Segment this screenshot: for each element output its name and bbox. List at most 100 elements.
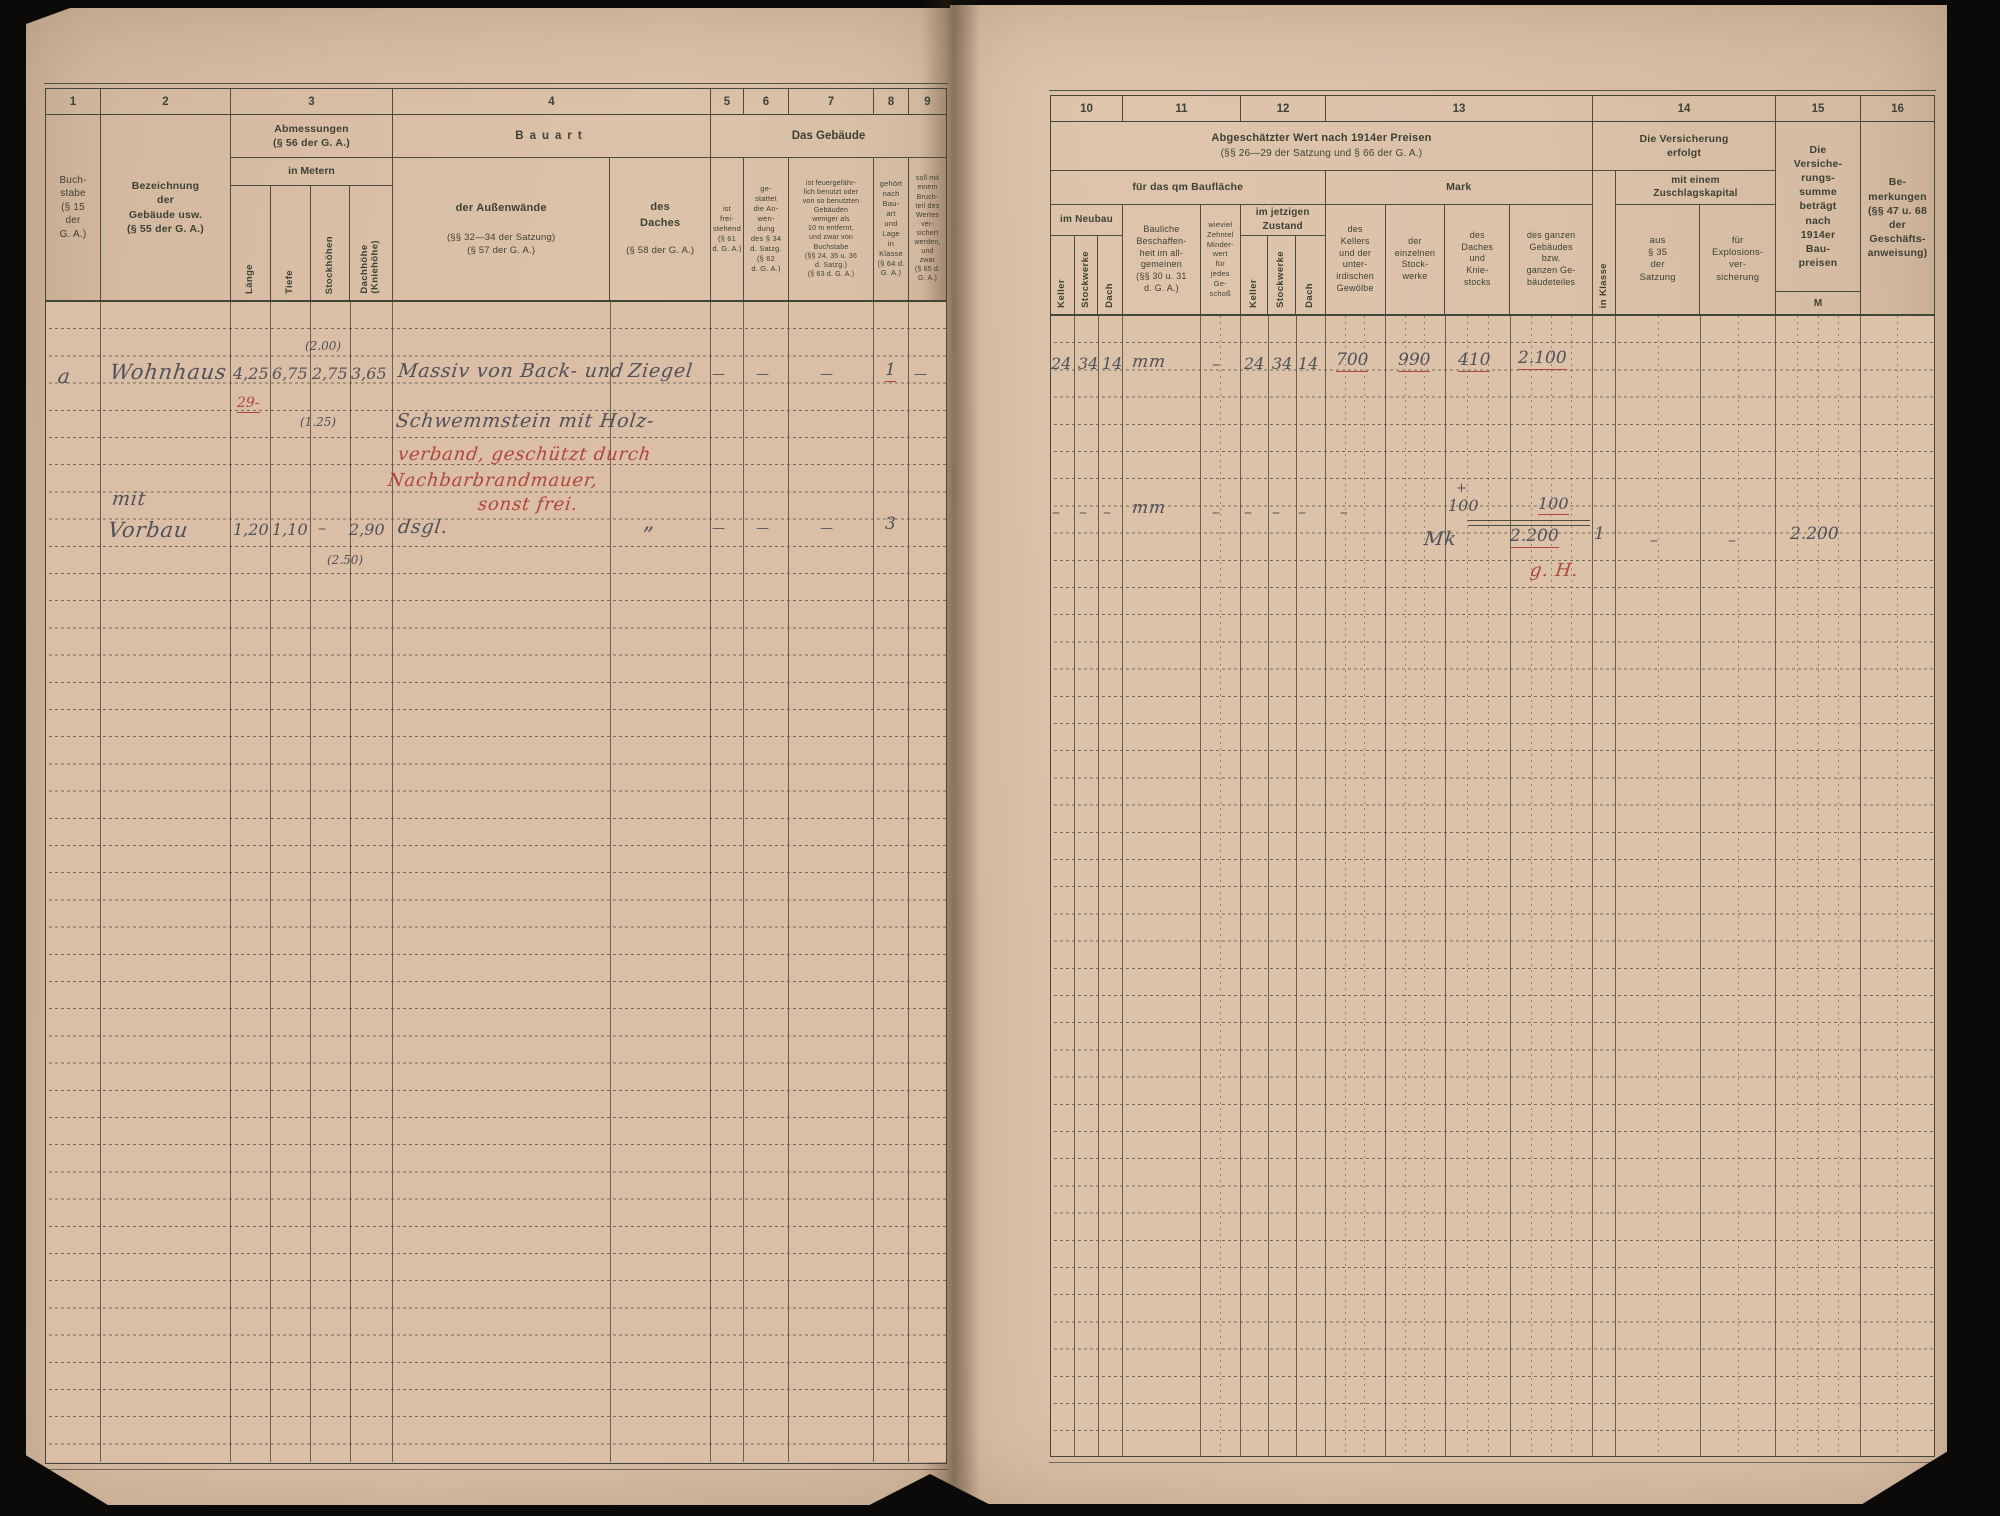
header-beschaffenheit: Bauliche Beschaffen- heit im all- gemein… — [1123, 204, 1201, 314]
header-bruchteil: soll mit einem Bruch- teil des Wertes ve… — [909, 158, 946, 300]
col-number-2: 2 — [101, 89, 231, 114]
body-col-neubau-dach — [1099, 316, 1123, 1456]
header-bemerkungen-label: Be- merkungen (§§ 47 u. 68 der Geschäfts… — [1867, 176, 1928, 260]
header-jetziger-zustand: im jetzigen Zustand Keller Stockwerke Da… — [1240, 204, 1326, 314]
header-versicherung-erfolgt-label: Die Versicherung erfolgt — [1639, 132, 1729, 159]
header-laenge-label: Länge — [244, 264, 256, 294]
header-mark-ganzes: des ganzen Gebäudes bzw. ganzen Ge- bäud… — [1510, 205, 1592, 314]
body-col-stockhoehen — [311, 302, 351, 1462]
body-col-beschaffenheit — [1123, 316, 1201, 1456]
header-wert-1914-label: Abgeschätzter Wert nach 1914er Preisen — [1211, 132, 1432, 145]
header-buchstabe: Buch- stabe (§ 15 der G. A.) — [46, 115, 101, 300]
header-bemerkungen: Be- merkungen (§§ 47 u. 68 der Geschäfts… — [1861, 122, 1934, 314]
header-neubau-dach-label: Dach — [1103, 283, 1115, 308]
header-mark-stockwerke: der einzelnen Stock- werke — [1386, 204, 1446, 314]
header-abmessungen: Abmessungen (§ 56 der G. A.) in Metern L… — [231, 115, 393, 300]
header-neubau-keller: Keller — [1051, 235, 1075, 314]
col-number-3: 3 — [231, 89, 393, 114]
header-feuergefaehrlich-label: ist feuergefähr- lich benutzt oder von s… — [802, 179, 860, 278]
col-number-7: 7 — [789, 89, 874, 114]
header-versicherung-erfolgt: Die Versicherung erfolgt mit einem Zusch… — [1593, 122, 1776, 314]
header-neubau-stockwerke: Stockwerke — [1075, 235, 1099, 314]
col-number-11: 11 — [1123, 96, 1241, 121]
left-column-number-row: 1 2 3 4 5 6 7 8 9 — [46, 89, 946, 115]
col-number-4: 4 — [393, 89, 711, 114]
header-mark-stockwerke-label: der einzelnen Stock- werke — [1394, 235, 1436, 281]
body-col-aus-satzung — [1616, 316, 1701, 1456]
body-col-anwendung — [744, 302, 789, 1462]
header-mark-label: Mark — [1446, 181, 1472, 194]
body-col-neubau-stockwerke — [1075, 316, 1099, 1456]
body-col-zustand-dach — [1297, 316, 1326, 1456]
header-freistehend: ist frei- stehend (§ 61 d. G. A.) — [711, 157, 744, 300]
header-das-gebaeude: Das Gebäude ist frei- stehend (§ 61 d. G… — [711, 115, 946, 300]
header-zehntel-label: wieviel Zehntel Minder- wert für jedes G… — [1206, 219, 1234, 298]
header-in-metern: in Metern — [231, 158, 392, 187]
header-qm-bauflaeche: für das qm Baufläche — [1051, 170, 1326, 205]
body-col-tiefe — [271, 302, 311, 1462]
col-number-15: 15 — [1776, 96, 1861, 121]
body-col-aussenwaende — [393, 302, 611, 1462]
body-col-mark-ganzes — [1511, 316, 1593, 1456]
header-aussenwaende-label: der Außenwände — [455, 201, 547, 214]
left-table: 1 2 3 4 5 6 7 8 9 Buch- stabe (§ 15 der … — [44, 83, 948, 1470]
body-col-laenge — [231, 302, 271, 1462]
header-daches-label: des Daches — [639, 201, 681, 229]
right-header: Abgeschätzter Wert nach 1914er Preisen (… — [1051, 122, 1934, 316]
body-col-bemerkungen — [1861, 316, 1934, 1456]
right-table: 10 11 12 13 14 15 16 Abgeschätzter Wert … — [1049, 90, 1936, 1463]
header-dachhoehe: Dachhöhe (Kniehöhe) — [350, 186, 392, 300]
right-column-number-row: 10 11 12 13 14 15 16 — [1051, 96, 1934, 122]
header-neubau-keller-label: Keller — [1056, 279, 1068, 308]
header-mark: Mark — [1325, 171, 1592, 205]
header-jetziger-zustand-label: im jetzigen Zustand — [1255, 207, 1310, 232]
header-stockhoehen: Stockhöhen — [311, 186, 351, 300]
body-col-freistehend — [711, 302, 744, 1462]
header-aussenwaende: der Außenwände (§§ 32—34 der Satzung) (§… — [393, 157, 611, 300]
header-laenge: Länge — [231, 186, 271, 300]
header-klasse-label: gehört nach Bau- art und Lage in Klasse … — [877, 179, 905, 278]
header-summe-unit: M — [1776, 291, 1860, 314]
header-freistehend-label: ist frei- stehend (§ 61 d. G. A.) — [712, 204, 742, 253]
header-zustand-stockwerke: Stockwerke — [1268, 235, 1297, 314]
header-neubau-dach: Dach — [1098, 236, 1122, 314]
header-wert-1914: Abgeschätzter Wert nach 1914er Preisen (… — [1051, 122, 1593, 314]
col-number-13: 13 — [1326, 96, 1593, 121]
body-col-klasse — [874, 302, 909, 1462]
header-aus-satzung-label: aus § 35 der Satzung — [1639, 234, 1676, 283]
header-mark-ganzes-label: des ganzen Gebäudes bzw. ganzen Ge- bäud… — [1526, 230, 1576, 287]
header-explosion-label: für Explosions- ver- sicherung — [1712, 234, 1764, 283]
col-number-1: 1 — [46, 89, 101, 114]
header-zustand-dach-label: Dach — [1304, 283, 1316, 308]
header-in-klasse-label: in Klasse — [1597, 262, 1609, 308]
header-klasse-spacer — [1593, 170, 1616, 205]
header-bauart-label: Bauart — [393, 115, 710, 158]
header-tiefe: Tiefe — [271, 186, 311, 300]
body-col-summe — [1776, 316, 1861, 1456]
header-mark-keller-label: des Kellers und der unter- irdischen Gew… — [1336, 224, 1375, 293]
header-versicherungssumme-label: Die Versiche- rungs- summe beträgt nach … — [1793, 143, 1843, 270]
header-zustand-stockwerke-label: Stockwerke — [1275, 251, 1287, 308]
body-col-feuergefaehrlich — [789, 302, 874, 1462]
col-number-5: 5 — [711, 89, 744, 114]
body-col-mark-stockwerke — [1386, 316, 1446, 1456]
header-zuschlagskapital-label: mit einem Zuschlagskapital — [1653, 174, 1738, 200]
header-in-klasse: in Klasse — [1593, 204, 1616, 314]
body-col-explosion — [1701, 316, 1776, 1456]
body-col-daches — [611, 302, 711, 1462]
header-daches: des Daches (§ 58 der G. A.) — [610, 158, 710, 300]
body-col-mark-daches — [1446, 316, 1511, 1456]
left-table-body — [46, 302, 946, 1462]
col-number-12: 12 — [1241, 96, 1326, 121]
header-zuschlagskapital: mit einem Zuschlagskapital — [1615, 171, 1775, 205]
header-wert-1914-ref: (§§ 26—29 der Satzung und § 66 der G. A.… — [1220, 147, 1423, 159]
header-mark-daches-label: des Daches und Knie- stocks — [1461, 230, 1494, 287]
header-neubau-stockwerke-label: Stockwerke — [1079, 251, 1091, 308]
header-bruchteil-label: soll mit einem Bruch- teil des Wertes ve… — [914, 175, 941, 283]
header-zustand-dach: Dach — [1296, 236, 1325, 314]
header-beschaffenheit-label: Bauliche Beschaffen- heit im all- gemein… — [1136, 224, 1187, 293]
header-stockhoehen-label: Stockhöhen — [323, 235, 335, 294]
header-das-gebaeude-label: Das Gebäude — [711, 115, 946, 158]
right-table-body — [1051, 316, 1934, 1456]
header-aus-satzung: aus § 35 der Satzung — [1616, 204, 1701, 314]
